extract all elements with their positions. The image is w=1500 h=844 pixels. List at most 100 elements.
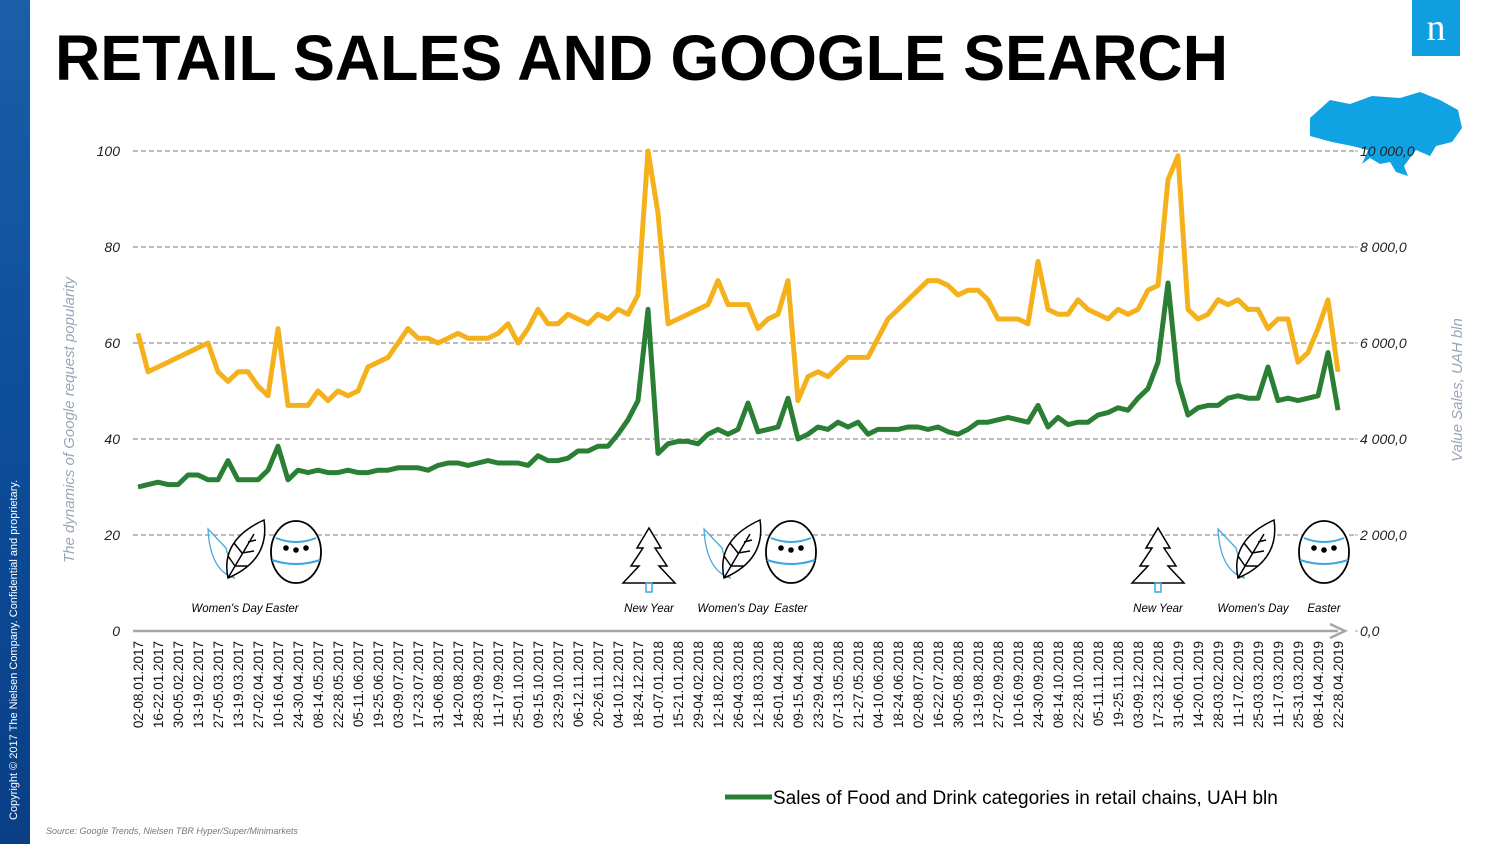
x-tick-label: 04-10.06.2018 (871, 641, 886, 728)
x-tick-label: 25-01.10.2017 (511, 641, 526, 728)
x-tick-label: 19-25.06.2017 (371, 641, 386, 728)
x-tick-label: 19-25.11.2018 (1111, 641, 1126, 727)
annotation: Easter (774, 603, 808, 615)
x-axis-arrow (1329, 622, 1348, 640)
x-tick-label: 18-24.12.2017 (631, 641, 646, 728)
x-tick-label: 28-03.09.2017 (471, 641, 486, 728)
copyright: Copyright © 2017 The Nielsen Company. Co… (8, 480, 20, 820)
egg-icon (766, 537, 816, 565)
egg-icon (1299, 537, 1349, 565)
y2-tick-label: 0,0 (1360, 623, 1380, 639)
tree-icon (621, 526, 677, 584)
x-tick-label: 17-23.12.2018 (1151, 641, 1166, 728)
side-strip (0, 0, 30, 844)
x-tick-label: 11-17.09.2017 (491, 641, 506, 727)
annotation: Easter (1307, 603, 1341, 615)
x-tick-label: 30-05.08.2018 (951, 641, 966, 728)
x-tick-label: 02-08.07.2018 (911, 641, 926, 728)
data-line (135, 148, 1341, 408)
x-tick-label: 26-01.04.2018 (771, 641, 786, 728)
egg-dot (1321, 547, 1327, 553)
y-tick-label: 80 (104, 239, 120, 255)
y-tick-label: 100 (97, 143, 121, 159)
x-tick-label: 03-09.07.2017 (391, 641, 406, 728)
x-tick-label: 25-31.03.2019 (1291, 641, 1306, 728)
x-tick-label: 25-03.03.2019 (1251, 641, 1266, 728)
x-tick-label: 27-02.09.2018 (991, 641, 1006, 728)
leaf-icon (207, 527, 235, 579)
y2-axis-label: Value Sales, UAH bln (1449, 318, 1466, 462)
x-tick-label: 23-29.10.2017 (551, 641, 566, 728)
x-tick-label: 07-13.05.2018 (831, 641, 846, 728)
leaf-icon (1217, 527, 1245, 579)
x-tick-label: 17-23.07.2017 (411, 641, 426, 728)
annotation: New Year (1133, 603, 1184, 615)
x-tick-label: 01-07.01.2018 (651, 641, 666, 728)
x-tick-label: 12-18.02.2018 (711, 641, 726, 728)
x-tick-label: 06-12.11.2017 (571, 641, 586, 727)
egg-dot (1311, 545, 1317, 551)
y-tick-label: 40 (104, 431, 120, 447)
x-tick-label: 27-02.04.2017 (251, 641, 266, 728)
data-line (137, 280, 1341, 490)
x-tick-label: 31-06.08.2017 (431, 641, 446, 728)
x-tick-label: 08-14.04.2019 (1311, 641, 1326, 728)
x-tick-label: 22-28.05.2017 (331, 641, 346, 728)
y2-tick-label: 8 000,0 (1360, 239, 1407, 255)
egg-dot (303, 545, 309, 551)
y2-tick-label: 6 000,0 (1360, 335, 1407, 351)
x-tick-label: 20-26.11.2017 (591, 641, 606, 727)
x-tick-label: 31-06.01.2019 (1171, 641, 1186, 728)
x-tick-label: 30-05.02.2017 (171, 641, 186, 728)
x-tick-label: 24-30.04.2017 (291, 641, 306, 728)
egg-dot (1331, 545, 1337, 551)
x-tick-label: 29-04.02.2018 (691, 641, 706, 728)
y-tick-label: 20 (103, 527, 120, 543)
x-tick-label: 09-15.04.2018 (791, 641, 806, 728)
tree-trunk (1154, 582, 1162, 593)
x-tick-label: 22-28.04.2019 (1331, 641, 1346, 728)
y2-tick-label: 10 000,0 (1360, 143, 1415, 159)
x-tick-label: 21-27.05.2018 (851, 641, 866, 728)
x-tick-label: 09-15.10.2017 (531, 641, 546, 728)
x-tick-label: 28-03.02.2019 (1211, 641, 1226, 728)
chart-title: RETAIL SALES AND GOOGLE SEARCH (55, 22, 1228, 94)
x-tick-label: 23-29.04.2018 (811, 641, 826, 728)
egg-dot (283, 545, 289, 551)
x-tick-label: 15-21.01.2018 (671, 641, 686, 728)
annotation: New Year (624, 603, 675, 615)
egg-dot (788, 547, 794, 553)
x-tick-label: 16-22.01.2017 (151, 641, 166, 728)
y-tick-label: 0 (112, 623, 120, 639)
x-tick-label: 12-18.03.2018 (751, 641, 766, 728)
annotation: Women's Day (191, 603, 263, 615)
egg-dot (778, 545, 784, 551)
annotation: Women's Day (1217, 603, 1289, 615)
x-tick-label: 10-16.09.2018 (1011, 641, 1026, 728)
map-icon (1310, 92, 1462, 176)
x-tick-label: 14-20.08.2017 (451, 641, 466, 728)
x-tick-label: 22-28.10.2018 (1071, 641, 1086, 728)
x-tick-label: 27-05.03.2017 (211, 641, 226, 728)
logo: n (1427, 7, 1446, 49)
x-tick-label: 08-14.10.2018 (1051, 641, 1066, 728)
x-tick-label: 18-24.06.2018 (891, 641, 906, 728)
egg-dot (293, 547, 299, 553)
logo-box (1412, 0, 1460, 56)
legend-label: Sales of Food and Drink categories in re… (773, 788, 1278, 809)
y2-tick-label: 2 000,0 (1359, 527, 1407, 543)
x-tick-label: 03-09.12.2018 (1131, 641, 1146, 728)
x-tick-label: 05-11.06.2017 (351, 641, 366, 727)
x-tick-label: 13-19.03.2017 (231, 641, 246, 728)
leaf-icon (226, 518, 266, 580)
egg-dot (798, 545, 804, 551)
x-tick-label: 13-19.08.2018 (971, 641, 986, 728)
tree-icon (1130, 526, 1186, 584)
leaf-icon (1236, 518, 1276, 580)
plot-area: 0 20 40 60 80 100 0,0 2 000,0 4 000,0 6 000,0 8 00… (97, 143, 1415, 809)
x-tick-label: 05-11.11.2018 (1091, 641, 1106, 726)
y-axis-label: The dynamics of Google request popularit… (61, 276, 78, 563)
y2-tick-label: 4 000,0 (1360, 431, 1407, 447)
x-tick-label: 16-22.07.2018 (931, 641, 946, 728)
